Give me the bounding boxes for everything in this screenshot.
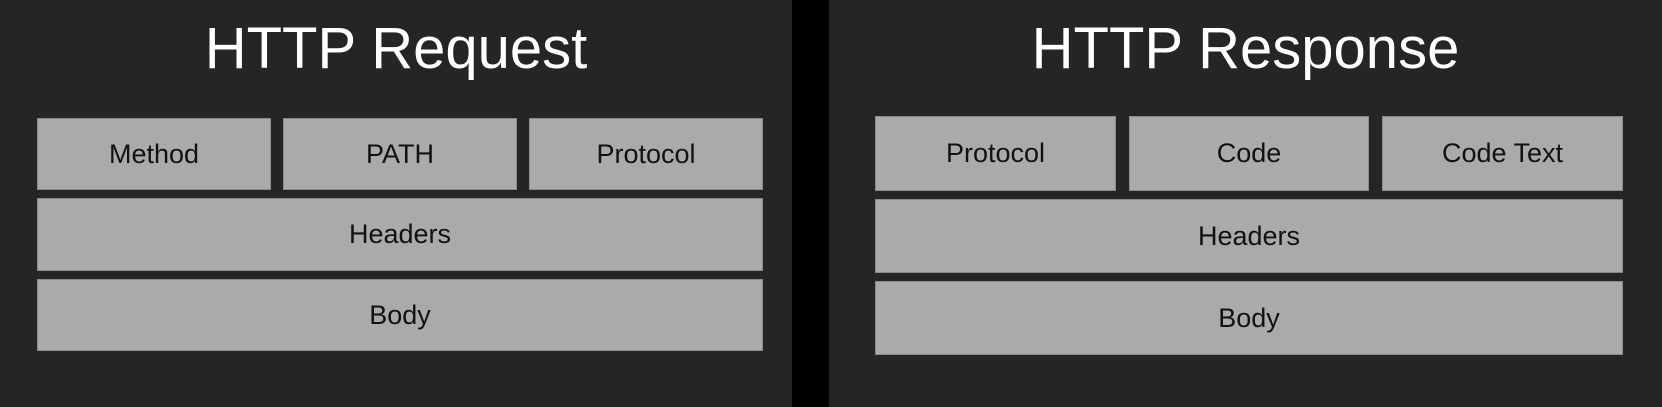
response-code-text-box: Code Text <box>1382 116 1623 191</box>
response-headers-box: Headers <box>875 199 1623 273</box>
response-title: HTTP Response <box>1031 16 1460 81</box>
request-body-box: Body <box>37 279 763 351</box>
request-title: HTTP Request <box>204 16 588 81</box>
response-code-box: Code <box>1129 116 1369 191</box>
request-protocol-box: Protocol <box>529 118 763 190</box>
request-path-box: PATH <box>283 118 517 190</box>
response-protocol-box: Protocol <box>875 116 1116 191</box>
request-method-box: Method <box>37 118 271 190</box>
response-body-box: Body <box>875 281 1623 355</box>
http-request-panel: HTTP Request Method PATH Protocol Header… <box>0 0 792 407</box>
request-headers-box: Headers <box>37 198 763 271</box>
http-response-panel: HTTP Response Protocol Code Code Text He… <box>829 0 1662 407</box>
